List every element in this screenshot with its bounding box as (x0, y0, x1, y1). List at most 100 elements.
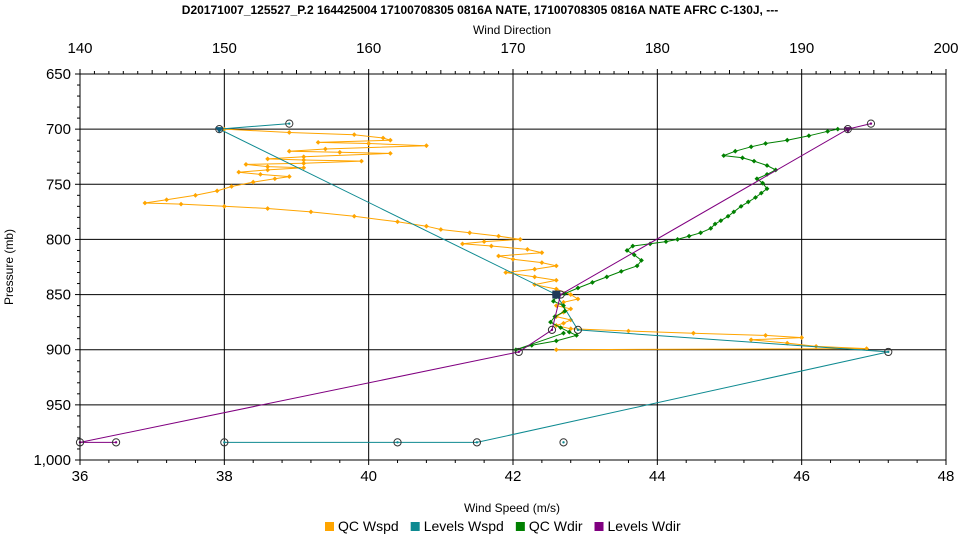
qc-wdir-point (634, 263, 640, 269)
qc-wspd-point (568, 292, 574, 297)
qc-wspd-point (301, 154, 307, 160)
qc-wspd-point (229, 184, 234, 189)
levels-wdir-point-center (517, 350, 520, 354)
legend: QC Wspd Levels Wspd QC Wdir Levels Wdir (325, 518, 681, 534)
qc-wspd-point (748, 337, 754, 343)
qc-wspd-point (214, 188, 220, 194)
qc-wspd-point (351, 213, 357, 219)
qc-wdir-point (698, 230, 704, 236)
y-axis-title: Pressure (mb) (2, 229, 16, 305)
qc-wdir-point (764, 186, 770, 192)
bottom-tick-label: 38 (216, 468, 233, 485)
qc-wdir-point (561, 303, 566, 308)
qc-wdir-point (751, 158, 757, 164)
qc-wspd-point (286, 148, 292, 154)
qc-wspd-point (142, 200, 148, 206)
qc-wspd-point (424, 143, 429, 149)
qc-wspd-point (568, 306, 574, 312)
qc-wspd-point (265, 167, 271, 173)
qc-wspd-point (532, 274, 538, 280)
levels-wspd-point-center (223, 441, 226, 444)
y-tick-label: 900 (46, 342, 71, 359)
y-tick-label: 700 (46, 121, 71, 138)
qc-wdir-point (725, 213, 731, 219)
qc-wspd-point (193, 192, 198, 198)
qc-wdir-point (639, 257, 644, 263)
qc-wspd-point (380, 135, 386, 141)
qc-wspd-point (510, 256, 516, 262)
levels-wspd-point (220, 438, 229, 447)
qc-wdir-point (825, 128, 831, 134)
qc-wspd-point (496, 233, 501, 239)
qc-wspd-point (366, 141, 372, 146)
qc-wspd-point (178, 201, 184, 207)
wspd-850-marker (552, 290, 561, 299)
qc-wspd-point (553, 347, 559, 353)
qc-wspd-point (301, 160, 307, 166)
qc-wspd-point (568, 317, 574, 323)
qc-wspd-point (467, 230, 473, 236)
qc-wspd-point (539, 260, 545, 265)
qc-wspd-point (424, 223, 429, 229)
qc-wdir-point (738, 203, 744, 209)
qc-wspd-point (286, 130, 292, 135)
bottom-tick-label: 44 (649, 468, 666, 485)
qc-wdir-point (712, 221, 718, 227)
qc-wspd-point (460, 241, 465, 247)
qc-wspd-point (532, 266, 538, 272)
qc-wdir-point (553, 338, 559, 344)
wdir-top-marker (843, 127, 852, 134)
qc-wdir-point (604, 274, 610, 280)
levels-wdir-point-center (550, 328, 554, 332)
bottom-tick-label: 40 (360, 468, 377, 485)
levels-wspd-point-center (396, 441, 399, 444)
qc-wspd-point (301, 165, 307, 171)
series-qc-wdir (513, 126, 841, 353)
bottom-axis-title: Wind Speed (m/s) (464, 501, 560, 515)
qc-wdir-point (574, 332, 579, 338)
qc-wdir-point (630, 243, 636, 249)
qc-wspd-point (221, 203, 227, 209)
levels-wspd-point (884, 347, 893, 357)
qc-wspd-point (438, 227, 444, 232)
y-tick-label: 800 (46, 231, 71, 248)
qc-wdir-point (558, 325, 564, 331)
qc-wdir-point (551, 298, 556, 304)
series-levels-wspd (215, 119, 893, 447)
qc-wspd-point (481, 239, 487, 245)
top-tick-label: 190 (789, 40, 814, 57)
qc-wspd-point (517, 237, 523, 242)
levels-wspd-point (472, 438, 482, 447)
qc-wdir-point (748, 144, 754, 150)
qc-wdir-point (631, 252, 637, 258)
tick-labels: 36 38 40 42 44 46 48 140 150 160 170 180 190 200 650 70… (33, 40, 958, 485)
qc-wspd-point (315, 139, 321, 145)
top-tick-label: 160 (356, 40, 381, 57)
top-tick-label: 200 (933, 40, 958, 57)
legend-swatch-levels-wdir (594, 522, 604, 531)
qc-wspd-point (236, 169, 242, 175)
qc-wspd-point (286, 174, 292, 179)
qc-wspd-point (272, 176, 278, 182)
qc-wdir-point (624, 248, 630, 253)
qc-wspd-point (322, 146, 328, 152)
qc-wspd-point (243, 162, 249, 167)
qc-wspd-point (351, 132, 357, 138)
qc-wdir-point (763, 141, 768, 146)
levels-wspd-point (393, 438, 402, 447)
qc-wspd-point (503, 270, 509, 275)
qc-wdir-point (721, 153, 727, 159)
levels-wdir-point-center (114, 441, 118, 444)
qc-wdir-point (764, 163, 770, 168)
qc-wspd-point (258, 171, 263, 177)
legend-label-levels-wspd: Levels Wspd (424, 518, 504, 534)
levels-wspd-point-center (562, 441, 565, 444)
qc-wspd-point (164, 197, 169, 203)
qc-wspd-point (265, 206, 271, 211)
qc-wdir-point (753, 195, 758, 200)
levels-wspd-point (285, 119, 294, 128)
qc-wdir-point (686, 233, 692, 239)
qc-wspd-point (308, 209, 314, 215)
series-layer (75, 119, 893, 447)
